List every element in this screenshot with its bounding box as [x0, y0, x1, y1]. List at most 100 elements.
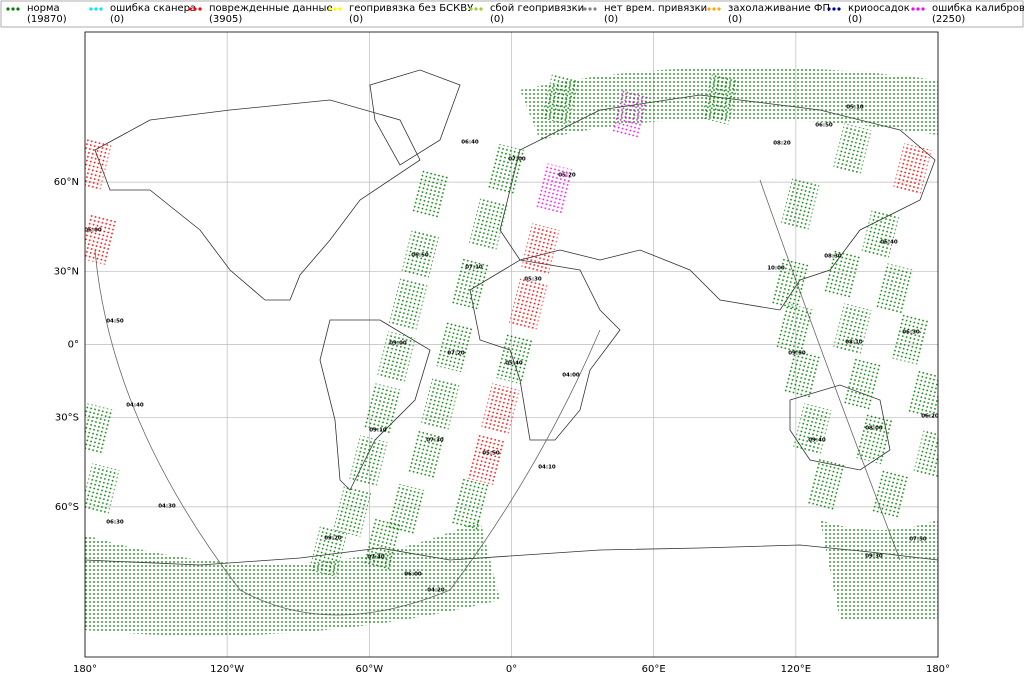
y-tick-label: 60°S: [55, 502, 79, 513]
legend-label: геопривязка без БСКВУ: [349, 3, 473, 14]
time-label: 07:00: [508, 157, 526, 163]
time-label: 08:00: [865, 426, 883, 432]
swath-granule: [389, 278, 428, 330]
legend-marker: [837, 7, 841, 11]
time-label: 05:20: [558, 173, 576, 179]
legend-count: (0): [604, 14, 618, 25]
time-label: 07:20: [447, 351, 465, 357]
time-label: 07:30: [426, 438, 444, 444]
time-label: 06:40: [461, 140, 479, 146]
swath-granule: [451, 478, 490, 530]
legend-label: нет врем. привязки: [604, 3, 707, 14]
time-label: 05:50: [482, 451, 500, 457]
swath-granule: [521, 223, 560, 275]
y-tick-label: 30°S: [55, 413, 79, 424]
time-label: 09:40: [808, 438, 826, 444]
time-label: 09:50: [788, 351, 806, 357]
swath-granule: [833, 123, 872, 175]
legend-label: сбой геопривязки: [490, 3, 584, 14]
time-label: 05:10: [846, 105, 864, 111]
y-tick-label: 0°: [68, 340, 79, 351]
swath-granule: [85, 463, 120, 515]
swath-granule: [793, 403, 832, 455]
legend-count: (0): [110, 14, 124, 25]
x-tick-label: 180°: [73, 664, 97, 675]
swaths: [85, 67, 938, 636]
swath-granule: [906, 368, 938, 420]
time-label: 09:10: [369, 428, 387, 434]
swath-granule: [893, 143, 932, 195]
swath-granule: [833, 303, 872, 355]
legend-label: криоосадок: [848, 3, 910, 14]
swath-granule: [466, 433, 505, 485]
swath-granule: [856, 413, 895, 465]
legend-marker: [707, 7, 711, 11]
x-tick-label: 0°: [506, 664, 517, 675]
swath-granule: [781, 178, 820, 230]
swath-granule: [85, 138, 112, 190]
swath-granule: [333, 485, 372, 537]
time-label: 07:10: [465, 265, 483, 271]
x-tick-label: 60°W: [356, 664, 384, 675]
swath-granule: [469, 198, 508, 250]
time-label: 06:00: [404, 572, 422, 578]
swath-granule: [364, 383, 403, 435]
swath-granule: [436, 321, 475, 373]
legend-count: (0): [490, 14, 504, 25]
map-frame: [84, 31, 939, 658]
legend-marker: [328, 7, 332, 11]
swath-granule: [771, 258, 810, 310]
legend-marker: [16, 7, 20, 11]
legend-marker: [583, 7, 587, 11]
time-label: 09:20: [324, 536, 342, 542]
legend: норма(19870)ошибка сканера(0)поврежденны…: [6, 3, 1024, 25]
time-label: 05:40: [505, 361, 523, 367]
legend-marker: [712, 7, 716, 11]
time-label: 06:30: [106, 520, 124, 526]
legend-label: поврежденные данные: [209, 3, 333, 14]
legend-label: ошибка сканера: [110, 3, 196, 14]
legend-count: (0): [848, 14, 862, 25]
time-label: 04:10: [538, 465, 556, 471]
x-tick-label: 180°: [926, 664, 950, 675]
legend-box: [0, 0, 1024, 28]
legend-count: (2250): [932, 14, 965, 25]
swath-granule: [85, 403, 115, 455]
swath-granule: [349, 435, 388, 487]
swath-granule: [496, 333, 535, 385]
legend-marker: [474, 7, 478, 11]
time-label: 06:20: [921, 414, 939, 420]
y-tick-label: 60°N: [54, 177, 79, 188]
time-label: 10:00: [767, 266, 785, 272]
legend-label: норма: [27, 3, 60, 14]
legend-marker: [827, 7, 831, 11]
swath-granule: [783, 348, 822, 400]
swath-granule: [421, 378, 460, 430]
swath-granule: [451, 258, 490, 310]
polar-swath: [820, 520, 938, 620]
legend-marker: [832, 7, 836, 11]
legend-marker: [338, 7, 342, 11]
legend-marker: [333, 7, 337, 11]
swath-granule: [843, 358, 882, 410]
legend-marker: [94, 7, 98, 11]
time-label: 07:40: [367, 555, 385, 561]
time-label: 08:10: [845, 340, 863, 346]
legend-marker: [188, 7, 192, 11]
time-labels: 06:00 04:50 04:40 04:30 06:30 06:40 07:00 06:50…: [85, 105, 939, 594]
swath-granule: [776, 303, 815, 355]
swath-granule: [891, 313, 930, 365]
x-tick-label: 60°E: [642, 664, 666, 675]
x-tick-label: 120°E: [781, 664, 811, 675]
legend-count: (19870): [27, 14, 67, 25]
x-tick-label: 120°W: [210, 664, 244, 675]
swath-granule: [871, 468, 910, 520]
swath-granule: [913, 428, 938, 480]
time-label: 04:30: [158, 504, 176, 510]
legend-count: (3905): [209, 14, 242, 25]
axis-labels: 180° 120°W 60°W 0° 60°E 120°E 180° 60°N 30°N 0° 30…: [54, 177, 950, 675]
time-label: 04:20: [427, 588, 445, 594]
swath-granule: [861, 208, 900, 260]
legend-marker: [717, 7, 721, 11]
